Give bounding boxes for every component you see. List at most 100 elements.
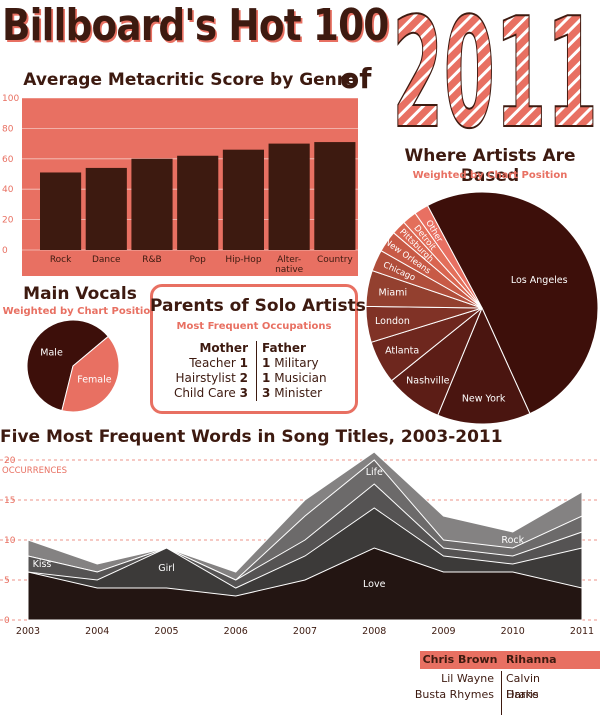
pie-slice: [414, 204, 483, 309]
mother-occupations: Mother Teacher 1 Hairstylist 2 Child Car…: [166, 341, 248, 401]
series-label: Kiss: [33, 559, 52, 570]
bar: [85, 167, 127, 250]
pie-label: Nashville: [406, 375, 449, 386]
occupation-label: Military: [274, 356, 319, 370]
parents-subtitle: Most Frequent Occupations: [176, 321, 332, 332]
x-tick-label: Country: [317, 255, 353, 265]
x-tick-label: 2005: [154, 626, 178, 637]
y-tick-label: 10: [4, 536, 16, 546]
area-series: [27, 547, 583, 621]
pie-label: Los Angeles: [511, 275, 568, 286]
vocals-chart-title: Main Vocals: [23, 284, 137, 304]
pie-slice: [61, 335, 120, 413]
y-tick-label: 0: [2, 246, 8, 256]
occupation-count: 1: [262, 371, 271, 385]
series-label: Love: [363, 579, 386, 590]
x-tick-label: 2003: [16, 626, 40, 637]
artists-chart-title: Where Artists Are Based: [404, 146, 576, 186]
vocals-chart-subtitle: Weighted by Chart Position: [2, 306, 158, 317]
pie-label: New York: [462, 393, 506, 404]
parents-divider: [256, 341, 257, 401]
pie-slice: [437, 306, 531, 425]
x-tick-label: 2009: [431, 626, 455, 637]
metacritic-bar-chart: 0 20 40 60 80 100 Rock Dance R&B Pop Hip-Hop Alter-…: [2, 94, 358, 276]
bar: [222, 149, 264, 250]
y-tick-label: 20: [4, 456, 16, 466]
bar: [314, 142, 356, 250]
legend-right-item: Drake: [506, 688, 539, 701]
father-row: 1 Military: [262, 356, 352, 371]
y-tick-label: 100: [2, 94, 19, 104]
occupation-label: Teacher: [189, 356, 236, 370]
pie-label: Miami: [379, 288, 408, 299]
bar: [268, 143, 310, 250]
occupation-count: 3: [262, 386, 271, 400]
x-tick-label: 2004: [85, 626, 109, 637]
legend-header-left: Chris Brown: [420, 651, 500, 669]
mother-row: Teacher 1: [166, 356, 248, 371]
x-tick-label: 2008: [362, 626, 386, 637]
x-tick-label: 2011: [570, 626, 594, 637]
series-label: Girl: [158, 563, 175, 574]
y-axis-label: OCCURRENCES: [2, 466, 67, 476]
y-tick-label: 40: [2, 185, 14, 195]
x-tick-label: Dance: [92, 255, 121, 265]
occupation-label: Musician: [274, 371, 327, 385]
parents-title: Parents of Solo Artists: [150, 296, 366, 316]
occupation-count: 2: [239, 371, 248, 385]
pie-label: Female: [77, 374, 112, 385]
occupation-count: 3: [239, 386, 248, 400]
mother-header: Mother: [199, 341, 248, 355]
father-row: 3 Minister: [262, 386, 352, 401]
parents-panel: [150, 284, 358, 414]
legend-header-right: Rihanna: [500, 651, 600, 669]
y-tick-label: 15: [4, 496, 15, 506]
legend-left-item: Lil Wayne: [441, 672, 494, 685]
y-tick-label: 0: [4, 616, 10, 626]
vocals-pie-chart: Male Female: [26, 319, 120, 413]
legend-left-item: Busta Rhymes: [414, 688, 494, 701]
mother-row: Child Care 3: [166, 386, 248, 401]
page-title: Billboard's Hot 100: [2, 0, 389, 51]
legend-divider: [501, 671, 502, 715]
x-tick-label: R&B: [142, 255, 161, 265]
x-tick-label: 2010: [501, 626, 525, 637]
title-of: of: [340, 62, 372, 95]
artists-chart-subtitle: Weighted by Chart Position: [412, 170, 568, 181]
father-row: 1 Musician: [262, 371, 352, 386]
legend-right-item: Calvin Harris: [506, 672, 541, 701]
x-tick-label: Rock: [50, 255, 72, 265]
series-label: Life: [366, 467, 383, 478]
occupation-count: 1: [239, 356, 248, 370]
x-tick-label: native: [275, 265, 304, 275]
year-graphic: 2011: [392, 8, 599, 132]
pie-slice: [26, 319, 109, 412]
pie-label: Atlanta: [385, 345, 419, 356]
bar: [177, 155, 219, 250]
x-tick-label: 2007: [293, 626, 317, 637]
pie-slice: [426, 191, 599, 415]
words-chart-title: Five Most Frequent Words in Song Titles,…: [0, 427, 503, 447]
y-tick-label: 60: [2, 155, 14, 165]
occupation-label: Hairstylist: [175, 371, 236, 385]
y-tick-label: 20: [2, 216, 14, 226]
occupation-label: Child Care: [173, 386, 236, 400]
x-tick-label: 2006: [224, 626, 248, 637]
pie-label: Male: [40, 348, 63, 359]
x-tick-label: Pop: [190, 255, 207, 265]
occupation-count: 1: [262, 356, 271, 370]
occupation-label: Minister: [274, 386, 323, 400]
year-text: 2011: [392, 8, 598, 132]
father-header: Father: [262, 341, 306, 355]
y-tick-label: 5: [4, 576, 10, 586]
x-tick-label: Hip-Hop: [225, 255, 262, 265]
y-tick-label: 80: [2, 124, 14, 134]
bar: [131, 158, 173, 250]
metacritic-chart-title: Average Metacritic Score by Genre: [23, 70, 357, 90]
bar: [40, 172, 82, 250]
series-label: Rock: [501, 535, 524, 546]
pie-label: London: [375, 316, 410, 327]
x-tick-label: Alter-: [277, 255, 301, 265]
father-occupations: Father 1 Military 1 Musician 3 Minister: [262, 341, 352, 401]
